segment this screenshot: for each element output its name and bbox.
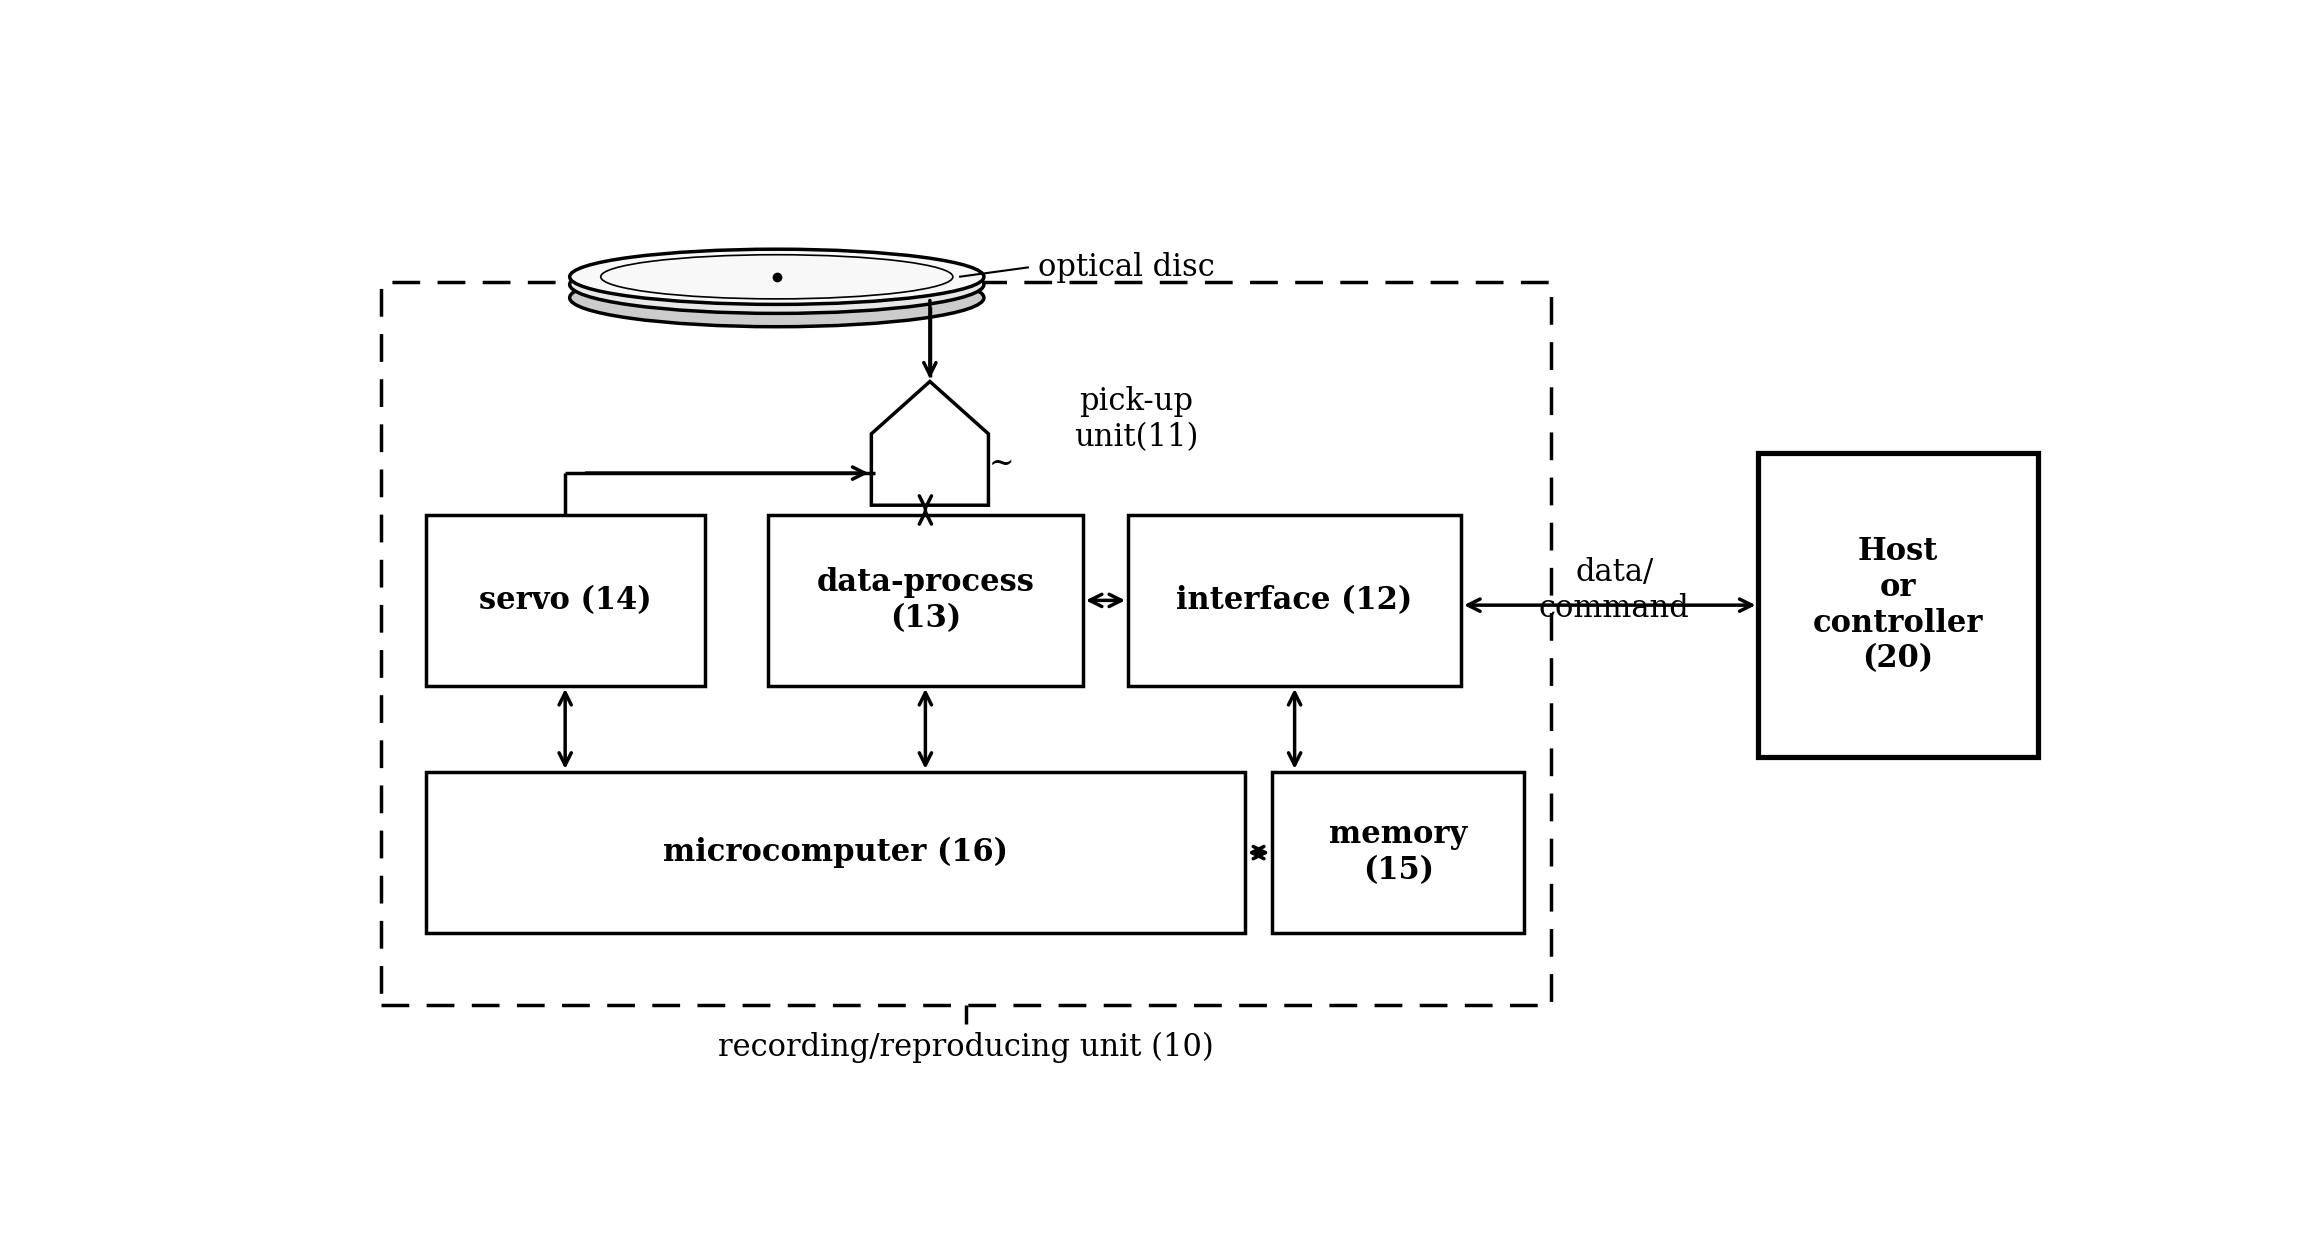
Text: memory
(15): memory (15) (1329, 819, 1466, 886)
Bar (381, 282, 1552, 1005)
Ellipse shape (569, 268, 983, 326)
Text: Host
or
controller
(20): Host or controller (20) (1813, 536, 1982, 675)
Bar (1127, 514, 1462, 686)
Text: optical disc: optical disc (1039, 252, 1215, 283)
Polygon shape (872, 382, 988, 506)
Bar (425, 771, 1246, 933)
Text: data/
command: data/ command (1538, 557, 1690, 624)
Ellipse shape (569, 250, 983, 304)
Text: servo (14): servo (14) (479, 585, 651, 616)
Text: recording/reproducing unit (10): recording/reproducing unit (10) (718, 1032, 1213, 1063)
Text: ~: ~ (990, 449, 1016, 480)
Bar (425, 514, 704, 686)
Bar (767, 514, 1083, 686)
Text: microcomputer (16): microcomputer (16) (662, 837, 1009, 868)
Ellipse shape (569, 256, 983, 314)
Bar (1759, 452, 2038, 758)
Text: interface (12): interface (12) (1176, 585, 1413, 616)
Text: data-process
(13): data-process (13) (816, 567, 1034, 634)
Bar (1271, 771, 1525, 933)
Text: pick-up
unit(11): pick-up unit(11) (1074, 386, 1199, 452)
